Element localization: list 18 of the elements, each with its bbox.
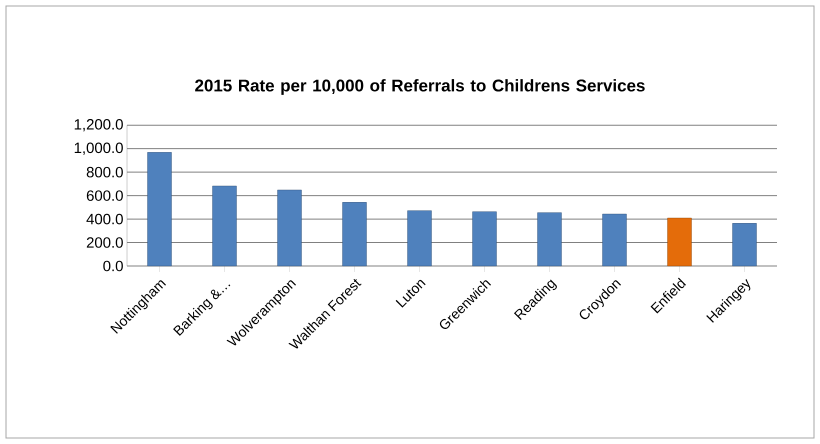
bar bbox=[407, 210, 432, 266]
bar bbox=[147, 152, 172, 266]
y-tick-label: 600.0 bbox=[86, 190, 123, 201]
y-tick-label: 0.0 bbox=[103, 260, 123, 272]
bar bbox=[342, 202, 367, 266]
bar bbox=[667, 218, 692, 266]
bar bbox=[277, 190, 302, 266]
chart-title: 2015 Rate per 10,000 of Referrals to Childrens Services bbox=[195, 79, 645, 95]
bar bbox=[732, 223, 757, 266]
bar bbox=[602, 214, 627, 266]
y-tick-label: 800.0 bbox=[86, 166, 123, 178]
y-tick-label: 400.0 bbox=[86, 214, 123, 224]
bar bbox=[537, 212, 562, 266]
y-tick-label: 1,000.0 bbox=[74, 142, 123, 155]
y-tick-label: 200.0 bbox=[86, 237, 123, 248]
y-tick-label: 1,200.0 bbox=[74, 119, 123, 132]
bar bbox=[212, 186, 237, 266]
bar bbox=[472, 211, 497, 266]
